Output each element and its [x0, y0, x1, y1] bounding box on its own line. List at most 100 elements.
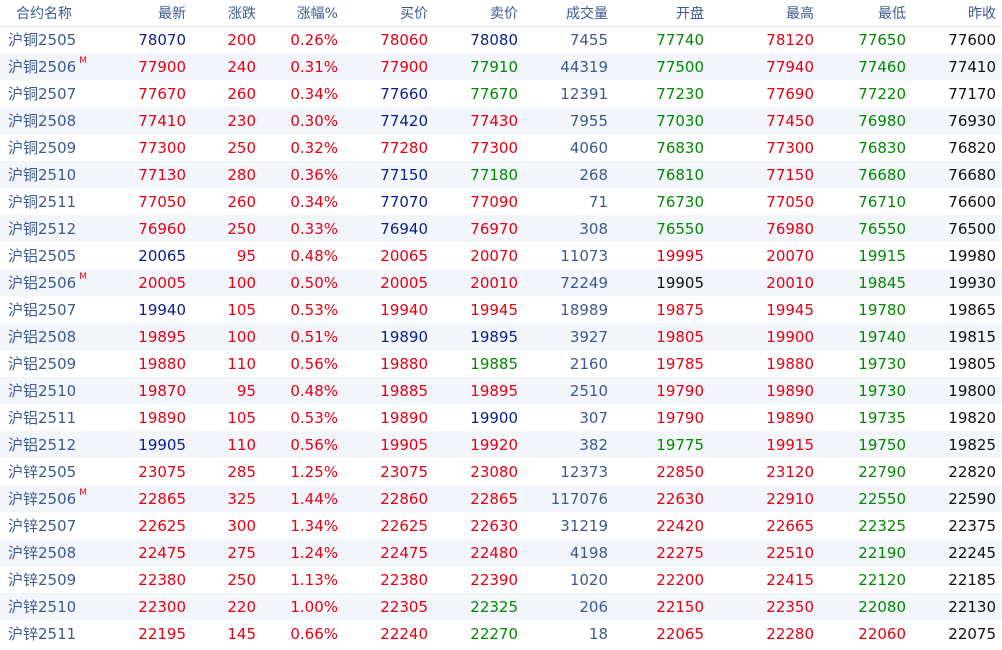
cell-volume: 4060 [569, 138, 608, 157]
table-row[interactable]: 沪铝2505 20065 95 0.48% 20065 20070 11073 19995 20… [0, 242, 1002, 269]
table-row[interactable]: 沪铝2511 19890 105 0.53% 19890 19900 307 19790 198… [0, 404, 1002, 431]
cell-contract-name[interactable]: 沪铜2510 [0, 161, 116, 188]
cell-low: 22190 [858, 543, 906, 562]
column-header-bid[interactable]: 买价 [344, 0, 434, 27]
cell-contract-name[interactable]: 沪铝2510 [0, 377, 116, 404]
cell-contract-name[interactable]: 沪铝2508 [0, 323, 116, 350]
cell-volume: 11073 [560, 246, 608, 265]
cell-contract-name[interactable]: 沪铝2505 [0, 242, 116, 269]
cell-latest: 76960 [138, 219, 186, 238]
column-header-change[interactable]: 涨跌 [192, 0, 262, 27]
cell-contract-name[interactable]: 沪锌2506 M [0, 485, 116, 512]
cell-open: 22630 [656, 489, 704, 508]
main-contract-badge: M [79, 272, 87, 282]
cell-change: 105 [227, 300, 256, 319]
table-row[interactable]: 沪铜2510 77130 280 0.36% 77150 77180 268 76810 771… [0, 161, 1002, 188]
cell-contract-name[interactable]: 沪铜2508 [0, 107, 116, 134]
column-header-latest[interactable]: 最新 [116, 0, 192, 27]
cell-open: 76830 [656, 138, 704, 157]
table-row[interactable]: 沪锌2507 22625 300 1.34% 22625 22630 31219 22420 2… [0, 512, 1002, 539]
cell-low: 76680 [858, 165, 906, 184]
column-header-contract-name[interactable]: 合约名称 [0, 0, 116, 27]
cell-low: 22060 [858, 624, 906, 643]
cell-contract-name[interactable]: 沪锌2510 [0, 593, 116, 620]
cell-contract-name[interactable]: 沪铜2512 [0, 215, 116, 242]
table-row[interactable]: 沪铜2511 77050 260 0.34% 77070 77090 71 76730 7705… [0, 188, 1002, 215]
cell-latest: 77050 [138, 192, 186, 211]
cell-contract-name[interactable]: 沪铜2509 [0, 134, 116, 161]
cell-prev-close: 76930 [948, 111, 996, 130]
cell-contract-name[interactable]: 沪铝2506 M [0, 269, 116, 296]
cell-bid: 77660 [380, 84, 428, 103]
table-row[interactable]: 沪铜2507 77670 260 0.34% 77660 77670 12391 77230 7… [0, 80, 1002, 107]
column-header-change-percent[interactable]: 涨幅% [262, 0, 344, 27]
contract-name-label: 沪锌2509 [8, 571, 77, 589]
column-header-ask[interactable]: 卖价 [434, 0, 524, 27]
table-row[interactable]: 沪铜2512 76960 250 0.33% 76940 76970 308 76550 769… [0, 215, 1002, 242]
cell-contract-name[interactable]: 沪铝2512 [0, 431, 116, 458]
contract-name-label: 沪铝2505 [8, 247, 77, 265]
cell-volume: 12391 [560, 84, 608, 103]
cell-volume: 1020 [569, 570, 608, 589]
table-row[interactable]: 沪铝2509 19880 110 0.56% 19880 19885 2160 19785 19… [0, 350, 1002, 377]
table-row[interactable]: 沪锌2505 23075 285 1.25% 23075 23080 12373 22850 2… [0, 458, 1002, 485]
cell-contract-name[interactable]: 沪铝2511 [0, 404, 116, 431]
cell-contract-name[interactable]: 沪铜2511 [0, 188, 116, 215]
cell-latest: 19870 [138, 381, 186, 400]
cell-ask: 20010 [470, 273, 518, 292]
table-row[interactable]: 沪铜2508 77410 230 0.30% 77420 77430 7955 77030 77… [0, 107, 1002, 134]
cell-latest: 78070 [138, 30, 186, 49]
cell-change: 300 [227, 516, 256, 535]
cell-contract-name[interactable]: 沪锌2509 [0, 566, 116, 593]
table-row[interactable]: 沪铝2512 19905 110 0.56% 19905 19920 382 19775 199… [0, 431, 1002, 458]
table-row[interactable]: 沪铜2509 77300 250 0.32% 77280 77300 4060 76830 77… [0, 134, 1002, 161]
table-row[interactable]: 沪锌2510 22300 220 1.00% 22305 22325 206 22150 223… [0, 593, 1002, 620]
column-header-volume[interactable]: 成交量 [524, 0, 614, 27]
cell-contract-name[interactable]: 沪锌2511 [0, 620, 116, 647]
column-header-open[interactable]: 开盘 [614, 0, 710, 27]
cell-bid: 77900 [380, 57, 428, 76]
cell-bid: 22305 [380, 597, 428, 616]
cell-high: 77690 [766, 84, 814, 103]
cell-change-percent: 1.13% [290, 570, 338, 589]
cell-ask: 19895 [470, 381, 518, 400]
table-row[interactable]: 沪铜2506 M 77900 240 0.31% 77900 77910 44319 77500… [0, 53, 1002, 80]
cell-open: 19775 [656, 435, 704, 454]
table-row[interactable]: 沪铜2505 78070 200 0.26% 78060 78080 7455 77740 78… [0, 26, 1002, 53]
cell-change-percent: 0.36% [290, 165, 338, 184]
cell-volume: 44319 [560, 57, 608, 76]
cell-high: 22280 [766, 624, 814, 643]
cell-latest: 22380 [138, 570, 186, 589]
column-header-prev-close[interactable]: 昨收 [912, 0, 1002, 27]
cell-bid: 78060 [380, 30, 428, 49]
table-row[interactable]: 沪铝2508 19895 100 0.51% 19890 19895 3927 19805 19… [0, 323, 1002, 350]
table-row[interactable]: 沪锌2508 22475 275 1.24% 22475 22480 4198 22275 22… [0, 539, 1002, 566]
cell-contract-name[interactable]: 沪锌2507 [0, 512, 116, 539]
cell-latest: 19890 [138, 408, 186, 427]
contract-name-label: 沪铝2506 [8, 274, 77, 292]
cell-contract-name[interactable]: 沪铝2509 [0, 350, 116, 377]
table-row[interactable]: 沪锌2506 M 22865 325 1.44% 22860 22865 117076 2263… [0, 485, 1002, 512]
table-row[interactable]: 沪铝2506 M 20005 100 0.50% 20005 20010 72249 19905… [0, 269, 1002, 296]
cell-ask: 77430 [470, 111, 518, 130]
column-header-low[interactable]: 最低 [820, 0, 912, 27]
cell-contract-name[interactable]: 沪铜2506 M [0, 53, 116, 80]
column-header-high[interactable]: 最高 [710, 0, 820, 27]
cell-contract-name[interactable]: 沪锌2508 [0, 539, 116, 566]
cell-contract-name[interactable]: 沪铝2507 [0, 296, 116, 323]
contract-name-label: 沪锌2505 [8, 463, 77, 481]
cell-low: 19730 [858, 381, 906, 400]
cell-bid: 76940 [380, 219, 428, 238]
cell-high: 77940 [766, 57, 814, 76]
cell-bid: 77280 [380, 138, 428, 157]
table-row[interactable]: 沪铝2510 19870 95 0.48% 19885 19895 2510 19790 198… [0, 377, 1002, 404]
cell-prev-close: 22245 [948, 543, 996, 562]
cell-contract-name[interactable]: 沪铜2505 [0, 26, 116, 53]
cell-contract-name[interactable]: 沪锌2505 [0, 458, 116, 485]
cell-high: 22350 [766, 597, 814, 616]
table-row[interactable]: 沪锌2509 22380 250 1.13% 22380 22390 1020 22200 22… [0, 566, 1002, 593]
table-row[interactable]: 沪铝2507 19940 105 0.53% 19940 19945 18989 19875 1… [0, 296, 1002, 323]
table-row[interactable]: 沪锌2511 22195 145 0.66% 22240 22270 18 22065 2228… [0, 620, 1002, 647]
cell-contract-name[interactable]: 沪铜2507 [0, 80, 116, 107]
cell-latest: 22865 [138, 489, 186, 508]
